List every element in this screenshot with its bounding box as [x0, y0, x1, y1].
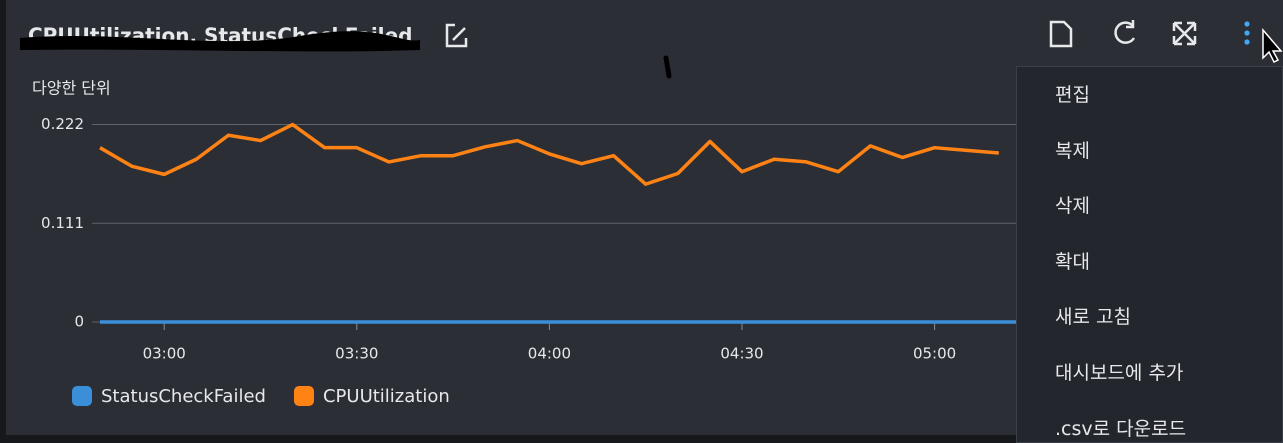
menu-item[interactable]: 새로 고침 [1055, 306, 1131, 329]
menu-item[interactable]: 삭제 [1055, 195, 1090, 218]
legend-label: StatusCheckFailed [101, 386, 266, 407]
menu-item[interactable]: 대시보드에 추가 [1055, 361, 1184, 384]
doc-icon[interactable] [1049, 20, 1073, 48]
cursor [1262, 27, 1283, 64]
x-tick-label: 04:30 [720, 345, 763, 363]
series-line [99, 122, 999, 186]
icons[interactable] [1049, 20, 1197, 48]
x-tick-label: 03:30 [335, 345, 378, 363]
refresh-icon[interactable] [1114, 21, 1136, 44]
x-tick-label: 03:00 [143, 345, 186, 363]
menu-item[interactable]: 복제 [1055, 139, 1090, 162]
more-icon[interactable] [1244, 21, 1250, 45]
menu-item[interactable]: 편집 [1055, 84, 1090, 106]
y-tick-label: 0.222 [41, 115, 84, 133]
y-tick-label: 0.111 [41, 214, 84, 232]
y-axis-label: 다양한 단위 [32, 79, 111, 98]
redaction [20, 31, 420, 52]
x-tick-label: 05:00 [913, 345, 956, 363]
y-tick-label: 0 [74, 313, 84, 331]
legend-swatch [72, 386, 92, 406]
menu-item[interactable]: 확대 [1055, 250, 1090, 273]
legend-swatch [293, 386, 314, 406]
scribble [663, 55, 672, 79]
x-tick-label: 04:00 [528, 345, 571, 363]
legend-label: CPUUtilization [323, 386, 450, 407]
refresh-arrow[interactable] [1126, 20, 1135, 29]
menu-item[interactable]: .csv로 다운로드 [1055, 417, 1187, 440]
expand-icon[interactable] [1172, 21, 1197, 46]
edit-icon[interactable] [445, 23, 468, 48]
